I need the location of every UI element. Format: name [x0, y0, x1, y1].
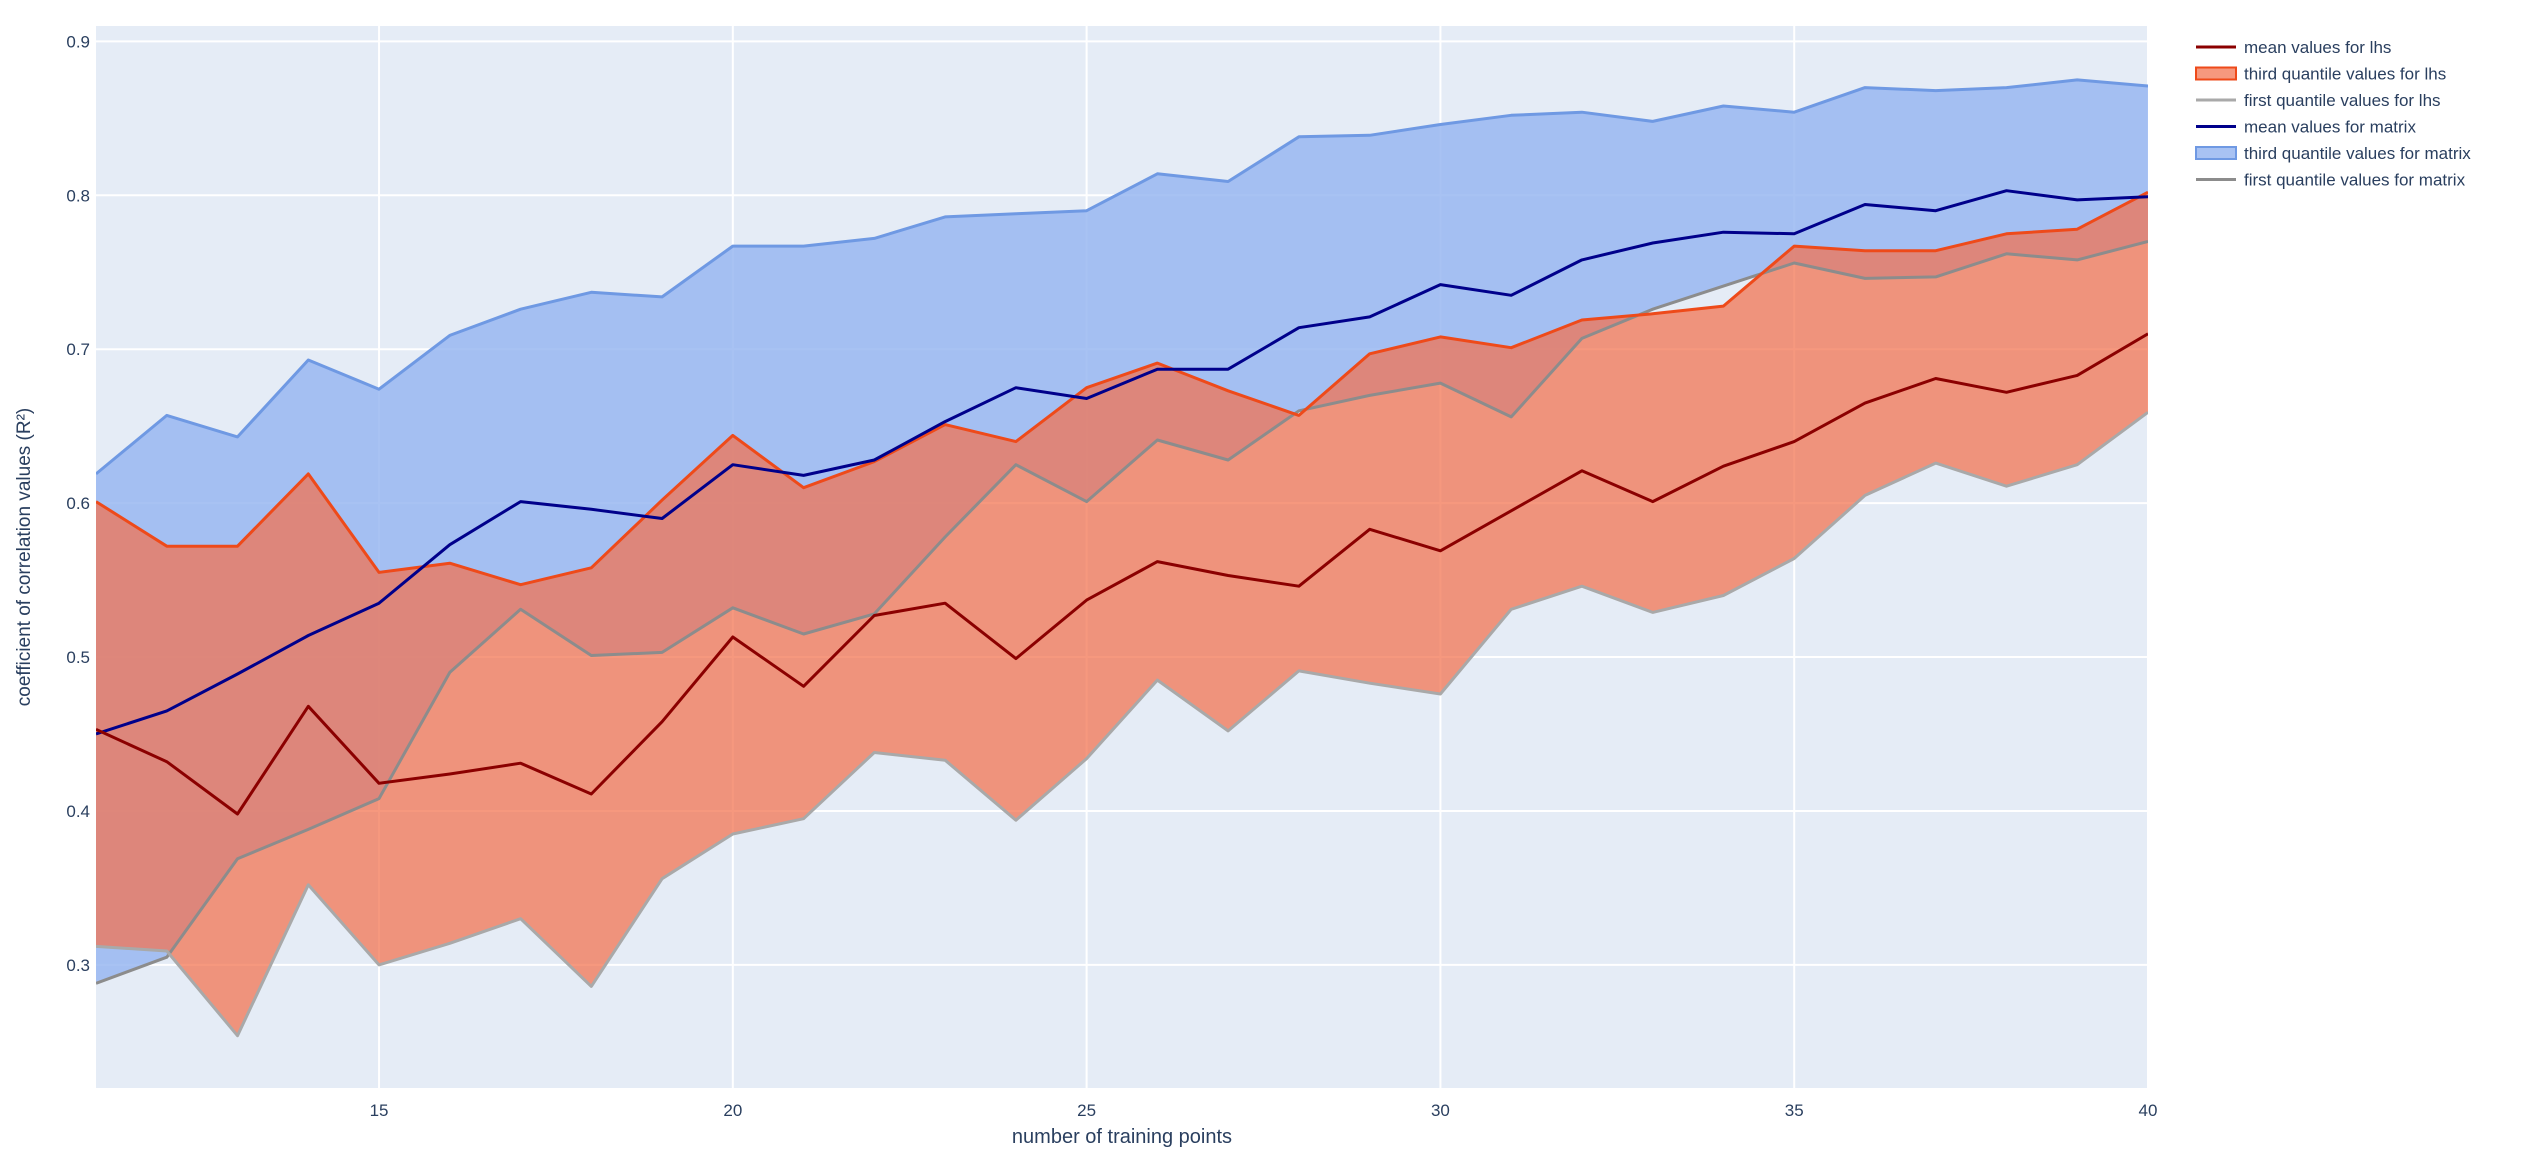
legend-label-third-quantile-values-for-matrix: third quantile values for matrix	[2244, 144, 2471, 163]
y-tick-label: 0.7	[66, 340, 90, 359]
series-line-mean-values-for-matrix	[96, 189, 2148, 736]
y-tick-label: 0.8	[66, 186, 90, 205]
y-tick-label: 0.5	[66, 648, 90, 667]
y-tick-label: 0.4	[66, 802, 90, 821]
lhs-quantile-band	[96, 192, 2148, 1036]
y-tick-label: 0.6	[66, 494, 90, 513]
legend-label-first-quantile-values-for-lhs: first quantile values for lhs	[2244, 91, 2441, 110]
series-line-first-quantile-values-for-matrix	[96, 240, 2148, 985]
series-line-mean-values-for-lhs	[96, 332, 2148, 816]
x-tick-label: 15	[370, 1101, 389, 1120]
legend-swatch-third-quantile-values-for-matrix	[2195, 146, 2237, 160]
y-axis-title: coefficient of correlation values (R²)	[14, 408, 35, 707]
legend-label-mean-values-for-lhs: mean values for lhs	[2244, 38, 2391, 57]
x-tick-label: 20	[723, 1101, 742, 1120]
legend-label-first-quantile-values-for-matrix: first quantile values for matrix	[2244, 171, 2466, 190]
legend-label-mean-values-for-matrix: mean values for matrix	[2244, 118, 2416, 137]
matrix-quantile-band	[96, 79, 2148, 984]
series-line-third-quantile-values-for-matrix	[96, 78, 2148, 476]
x-axis-title: number of training points	[1012, 1126, 1232, 1148]
y-tick-label: 0.9	[66, 32, 90, 51]
x-tick-label: 25	[1077, 1101, 1096, 1120]
x-tick-label: 35	[1785, 1101, 1804, 1120]
legend-label-third-quantile-values-for-lhs: third quantile values for lhs	[2244, 65, 2446, 84]
series-line-third-quantile-values-for-lhs	[96, 190, 2148, 587]
x-tick-label: 40	[2139, 1101, 2158, 1120]
y-tick-label: 0.3	[66, 956, 90, 975]
legend-swatch-third-quantile-values-for-lhs	[2195, 66, 2237, 81]
series-line-first-quantile-values-for-lhs	[96, 411, 2148, 1038]
x-tick-label: 30	[1431, 1101, 1450, 1120]
